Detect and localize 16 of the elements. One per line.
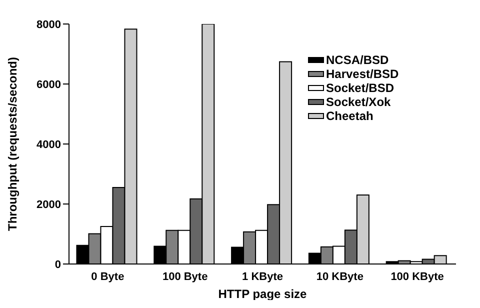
y-tick-label: 8000 bbox=[36, 18, 61, 31]
y-tick-label: 0 bbox=[54, 258, 61, 271]
y-tick-label: 4000 bbox=[36, 138, 61, 151]
x-tick-label: 100 KByte bbox=[390, 270, 444, 283]
x-tick-label: 0 Byte bbox=[91, 270, 124, 283]
legend-label: Socket/Xok bbox=[326, 95, 391, 109]
y-tick-label: 2000 bbox=[36, 198, 61, 211]
y-axis-title: Throughput (requests/second) bbox=[5, 56, 20, 231]
legend-label: Cheetah bbox=[326, 109, 374, 123]
x-tick-label: 100 Byte bbox=[162, 270, 208, 283]
legend-label: Socket/BSD bbox=[326, 81, 394, 95]
y-tick-label: 6000 bbox=[36, 78, 61, 91]
x-tick-label: 10 KByte bbox=[316, 270, 364, 283]
x-tick-label: 1 KByte bbox=[242, 270, 283, 283]
legend-label: Harvest/BSD bbox=[326, 67, 399, 81]
legend-label: NCSA/BSD bbox=[326, 53, 389, 67]
